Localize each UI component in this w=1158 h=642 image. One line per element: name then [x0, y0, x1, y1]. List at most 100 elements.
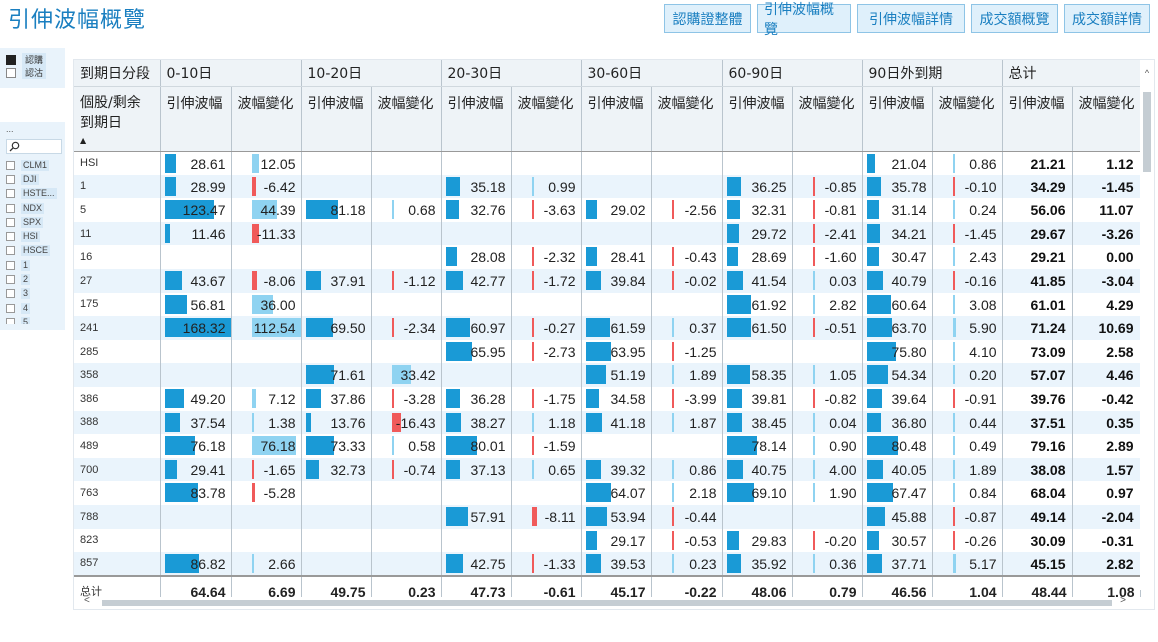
iv-cell[interactable]: 51.19: [581, 363, 652, 387]
iv-cell[interactable]: 42.77: [441, 268, 512, 293]
total-change-cell[interactable]: -3.26: [1072, 221, 1141, 246]
iv-change-cell[interactable]: -1.72: [511, 268, 582, 293]
iv-cell[interactable]: 80.48: [862, 434, 933, 458]
iv-change-cell[interactable]: -2.56: [651, 198, 723, 222]
nav-button-turnover-detail[interactable]: 成交額詳情: [1064, 4, 1150, 33]
vertical-scroll-thumb[interactable]: [1143, 92, 1151, 172]
filter-item[interactable]: DJI: [6, 172, 65, 186]
iv-cell[interactable]: 32.31: [722, 198, 793, 222]
iv-cell[interactable]: 37.91: [301, 268, 372, 293]
iv-change-cell[interactable]: -3.63: [511, 198, 582, 222]
iv-change-cell[interactable]: [231, 245, 302, 269]
table-row[interactable]: 358 71.61 33.42 51.19 1.89 58.35 1.05 54.34 0.20…: [74, 363, 1141, 387]
filter-item[interactable]: 3: [6, 287, 65, 301]
filter-item[interactable]: 2: [6, 272, 65, 286]
iv-change-cell[interactable]: -0.44: [651, 504, 723, 529]
iv-change-cell[interactable]: -2.73: [511, 339, 582, 364]
iv-change-cell[interactable]: 1.38: [231, 410, 302, 435]
iv-change-cell[interactable]: [371, 174, 442, 199]
filter-item[interactable]: HSI: [6, 229, 65, 243]
iv-change-cell[interactable]: 1.87: [651, 410, 723, 435]
total-change-cell[interactable]: 0.00: [1072, 245, 1141, 269]
column-group-header[interactable]: 10-20日: [301, 60, 442, 87]
iv-cell[interactable]: 41.54: [722, 268, 793, 293]
iv-change-cell[interactable]: -0.82: [792, 386, 863, 411]
iv-change-cell[interactable]: [651, 221, 723, 246]
total-iv-cell[interactable]: 34.29: [1002, 174, 1073, 199]
iv-cell[interactable]: 35.18: [441, 174, 512, 199]
iv-cell[interactable]: [301, 174, 372, 199]
iv-change-cell[interactable]: -2.34: [371, 316, 442, 340]
total-change-cell[interactable]: 1.57: [1072, 457, 1141, 482]
iv-change-column-header[interactable]: 波幅變化: [932, 86, 1003, 152]
filter-checkbox[interactable]: [6, 289, 15, 299]
filter-checkbox[interactable]: [6, 189, 15, 199]
iv-change-cell[interactable]: 0.84: [932, 481, 1003, 505]
total-change-cell[interactable]: 4.29: [1072, 292, 1141, 317]
iv-change-cell[interactable]: -0.74: [371, 457, 442, 482]
iv-cell[interactable]: 39.32: [581, 457, 652, 482]
iv-change-cell[interactable]: [371, 552, 442, 576]
iv-change-cell[interactable]: [371, 221, 442, 246]
horizontal-scrollbar[interactable]: < >: [74, 595, 1154, 609]
iv-change-cell[interactable]: 1.18: [511, 410, 582, 435]
iv-change-cell[interactable]: 33.42: [371, 363, 442, 387]
iv-change-cell[interactable]: -0.26: [932, 528, 1003, 553]
iv-change-cell[interactable]: 0.24: [932, 198, 1003, 222]
iv-change-cell[interactable]: [371, 528, 442, 553]
iv-change-cell[interactable]: 0.36: [792, 552, 863, 576]
legend-checkbox-put[interactable]: [6, 67, 16, 78]
total-change-cell[interactable]: 0.97: [1072, 481, 1141, 505]
iv-change-cell[interactable]: 1.89: [651, 363, 723, 387]
total-iv-cell[interactable]: 68.04: [1002, 481, 1073, 505]
iv-cell[interactable]: [160, 504, 232, 529]
iv-cell[interactable]: 71.61: [301, 363, 372, 387]
iv-cell[interactable]: 29.41: [160, 457, 232, 482]
iv-column-header[interactable]: 引伸波幅: [722, 86, 793, 152]
iv-cell[interactable]: 36.28: [441, 386, 512, 411]
total-change-cell[interactable]: 4.46: [1072, 363, 1141, 387]
total-change-cell[interactable]: 0.35: [1072, 410, 1141, 435]
iv-cell[interactable]: 42.75: [441, 552, 512, 576]
iv-cell[interactable]: [581, 151, 652, 175]
iv-change-cell[interactable]: [511, 292, 582, 317]
iv-cell[interactable]: 35.92: [722, 552, 793, 576]
column-group-header[interactable]: 0-10日: [160, 60, 302, 87]
legend-item-put[interactable]: 認沽: [6, 66, 65, 79]
iv-cell[interactable]: 69.50: [301, 316, 372, 340]
iv-change-cell[interactable]: [651, 434, 723, 458]
iv-change-cell[interactable]: -0.81: [792, 198, 863, 222]
iv-change-cell[interactable]: -0.16: [932, 268, 1003, 293]
iv-change-cell[interactable]: 7.12: [231, 386, 302, 411]
iv-change-cell[interactable]: -1.60: [792, 245, 863, 269]
iv-change-cell[interactable]: 0.58: [371, 434, 442, 458]
iv-cell[interactable]: 39.84: [581, 268, 652, 293]
iv-cell[interactable]: [441, 528, 512, 553]
iv-cell[interactable]: 49.20: [160, 386, 232, 411]
iv-change-cell[interactable]: 2.66: [231, 552, 302, 576]
nav-button-iv-overview[interactable]: 引伸波幅概覽: [757, 2, 851, 38]
iv-change-cell[interactable]: [371, 481, 442, 505]
iv-cell[interactable]: 57.91: [441, 504, 512, 529]
iv-cell[interactable]: 30.47: [862, 245, 933, 269]
iv-change-cell[interactable]: -0.53: [651, 528, 723, 553]
iv-change-cell[interactable]: [792, 504, 863, 529]
filter-item[interactable]: 1: [6, 258, 65, 272]
iv-change-cell[interactable]: [231, 504, 302, 529]
iv-change-cell[interactable]: 0.86: [651, 457, 723, 482]
iv-cell[interactable]: [441, 292, 512, 317]
iv-change-cell[interactable]: -0.10: [932, 174, 1003, 199]
table-row[interactable]: 788 57.91 -8.11 53.94 -0.44 45.88 -0.87 49.14 -2…: [74, 504, 1141, 529]
row-header-label[interactable]: 個股/剩余 到期日 ▲: [74, 86, 161, 152]
iv-change-cell[interactable]: [511, 528, 582, 553]
iv-cell[interactable]: [581, 292, 652, 317]
iv-change-cell[interactable]: -8.11: [511, 504, 582, 529]
iv-change-cell[interactable]: -11.33: [231, 221, 302, 246]
iv-cell[interactable]: 39.53: [581, 552, 652, 576]
iv-change-cell[interactable]: [231, 528, 302, 553]
iv-change-cell[interactable]: 1.89: [932, 457, 1003, 482]
horizontal-scroll-thumb[interactable]: [102, 600, 1112, 606]
iv-change-cell[interactable]: -6.42: [231, 174, 302, 199]
iv-cell[interactable]: 36.80: [862, 410, 933, 435]
iv-column-header[interactable]: 引伸波幅: [441, 86, 512, 152]
